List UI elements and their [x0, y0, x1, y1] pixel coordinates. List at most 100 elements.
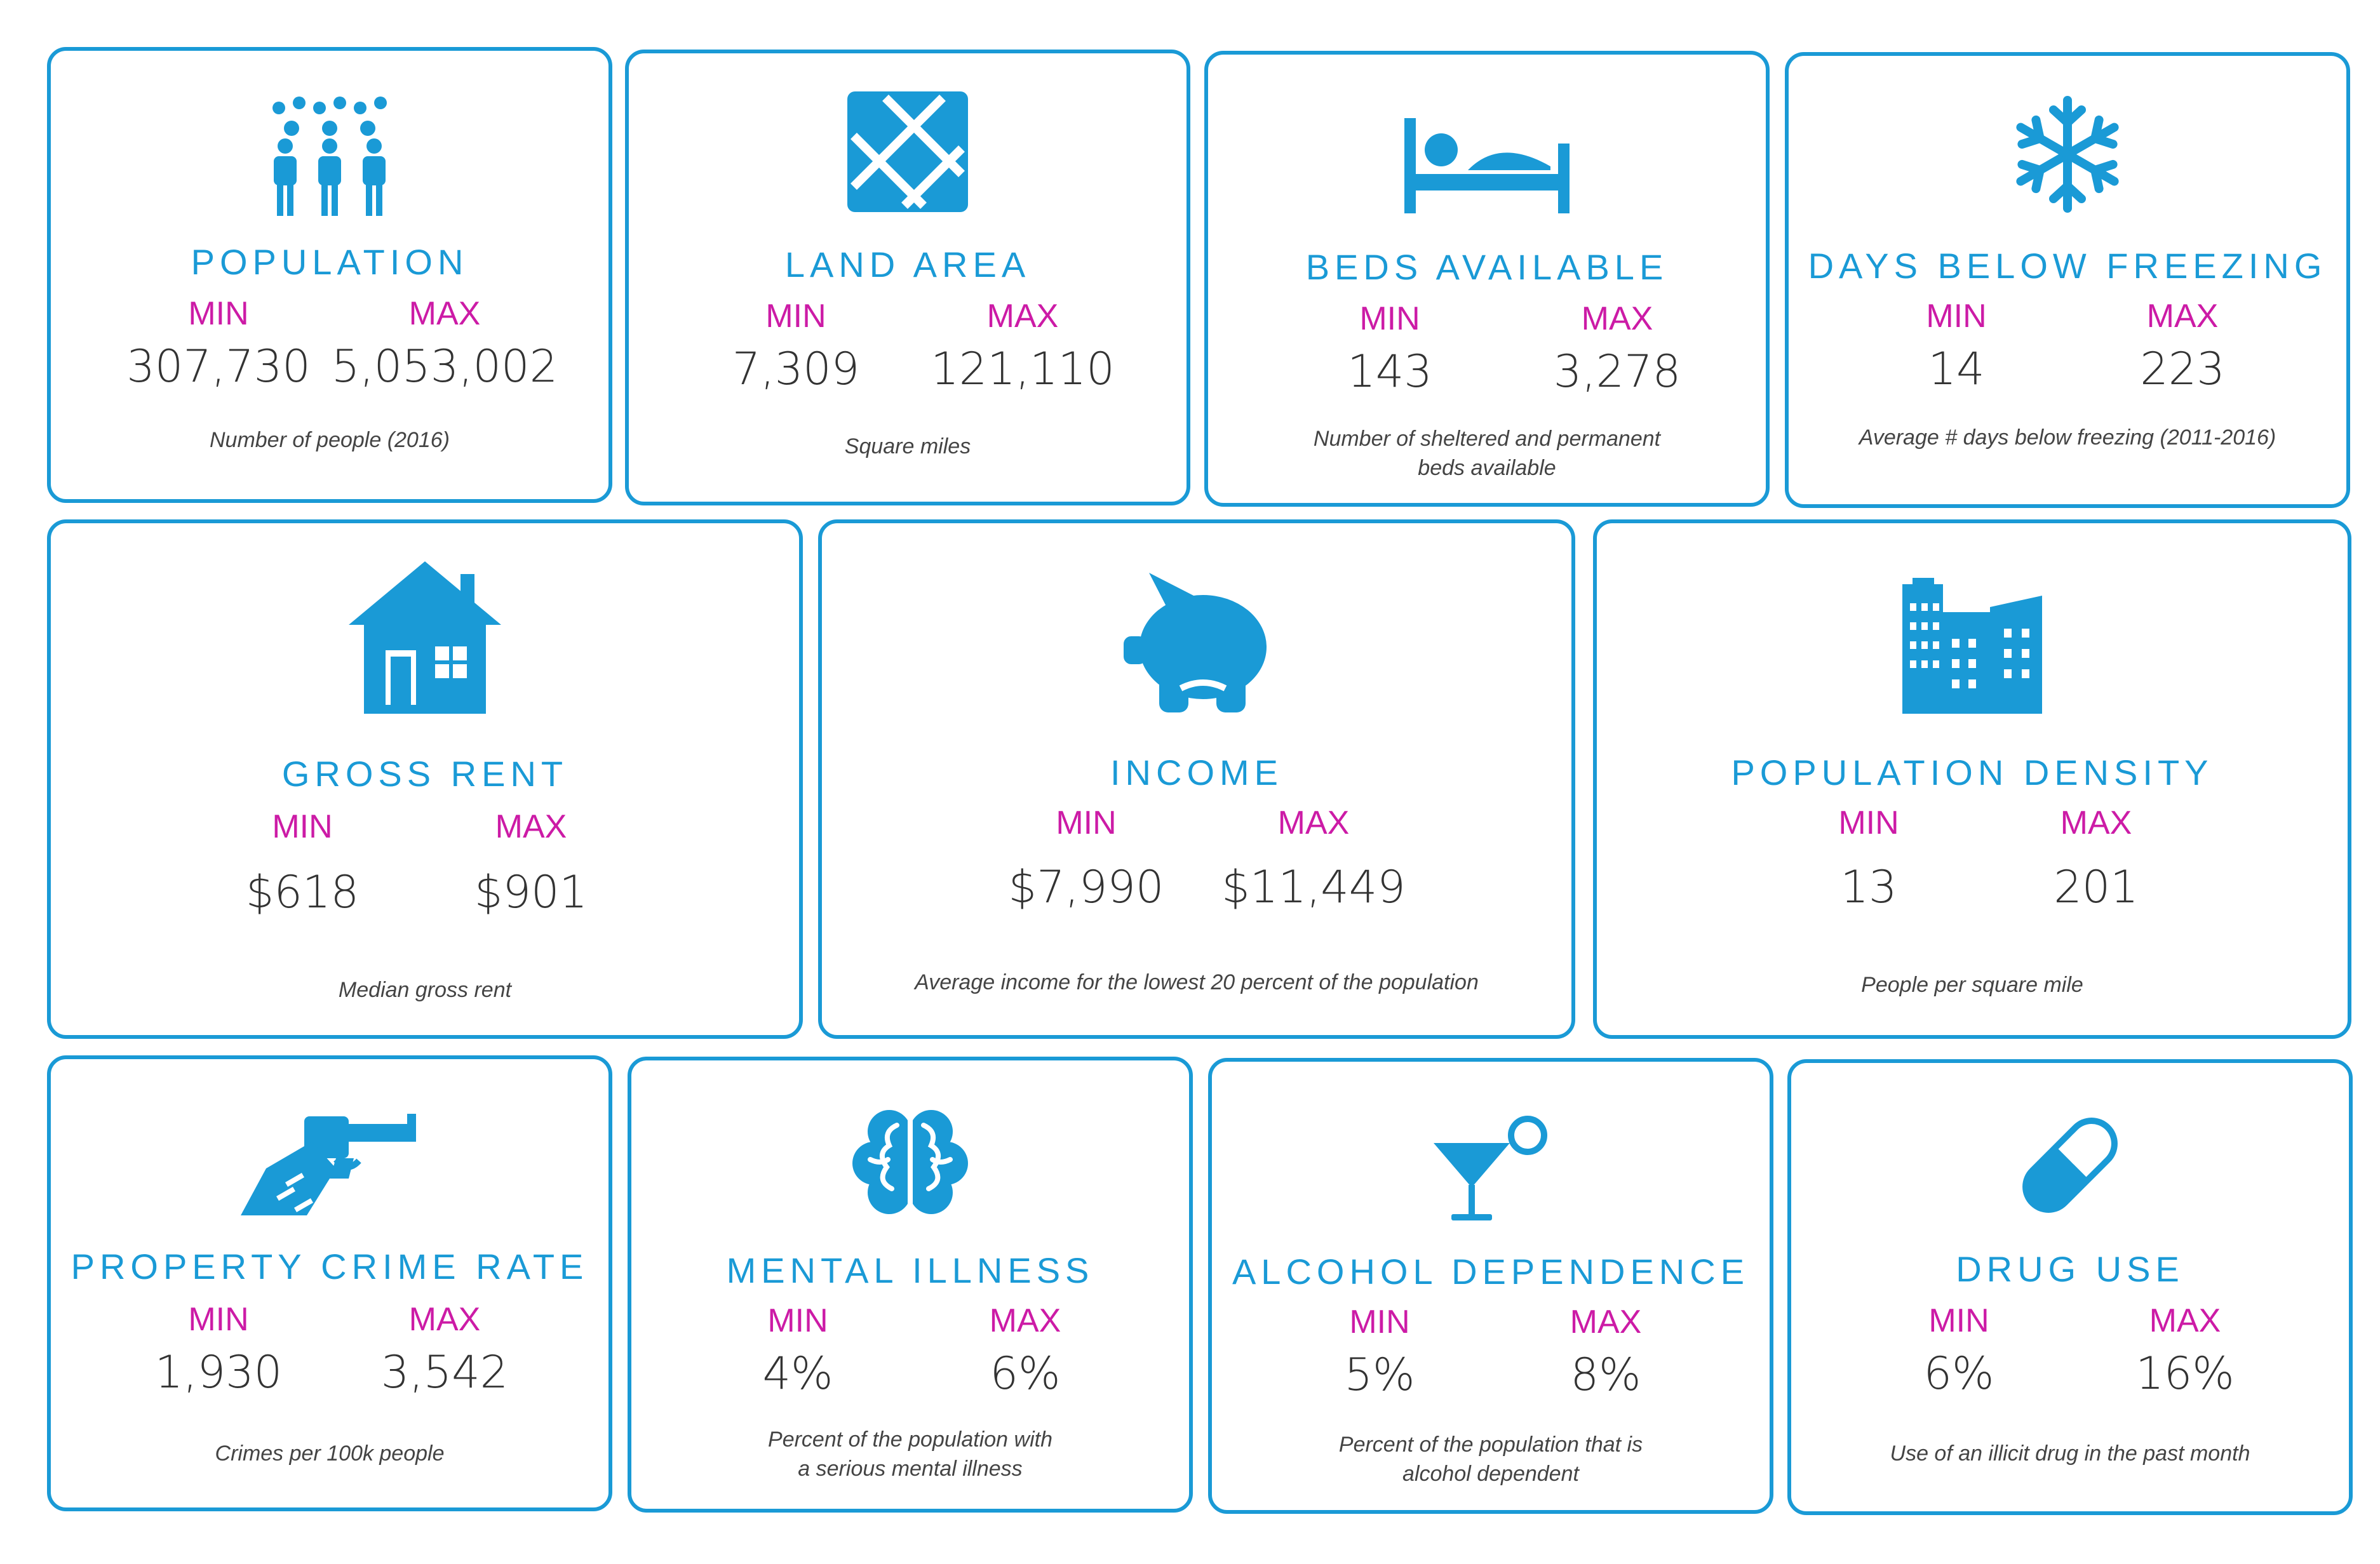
card-title: INCOME: [1110, 752, 1283, 792]
max-value: 8%: [1570, 1349, 1641, 1401]
min-label: MIN: [1926, 298, 1987, 335]
card-description: Number of sheltered and permanent beds a…: [1234, 424, 1740, 483]
piggy-bank-icon: [1124, 568, 1270, 714]
bed-icon: [1404, 118, 1570, 213]
description-line: a serious mental illness: [798, 1457, 1023, 1481]
stat-card-mental-illness: MENTAL ILLNESS MIN MAX 4% 6% Percent of …: [628, 1057, 1193, 1513]
card-description: Median gross rent: [76, 975, 774, 1005]
snowflake-icon: [2010, 94, 2125, 215]
stat-card-beds: BEDS AVAILABLE MIN MAX 143 3,278 Number …: [1204, 51, 1770, 507]
max-label: MAX: [1570, 1304, 1642, 1340]
min-value: $618: [245, 866, 360, 918]
max-label: MAX: [495, 808, 567, 845]
min-label: MIN: [272, 808, 333, 845]
max-value: 5,053,002: [331, 340, 558, 392]
card-title: POPULATION: [191, 242, 469, 282]
min-value: 14: [1928, 343, 1985, 395]
description-line: Use of an illicit drug in the past month: [1890, 1441, 2250, 1466]
stat-card-alcohol: ALCOHOL DEPENDENCE MIN MAX 5% 8% Percent…: [1208, 1058, 1773, 1514]
gun-icon: [241, 1107, 419, 1222]
description-line: Crimes per 100k people: [215, 1441, 445, 1466]
stat-card-income: INCOME MIN MAX $7,990 $11,449 Average in…: [818, 519, 1575, 1039]
description-line: Number of sheltered and permanent: [1313, 427, 1661, 451]
stat-card-gross-rent: GROSS RENT MIN MAX $618 $901 Median gros…: [47, 519, 803, 1039]
description-line: alcohol dependent: [1402, 1462, 1579, 1486]
card-title: LAND AREA: [784, 244, 1031, 284]
min-label: MIN: [1349, 1304, 1410, 1340]
card-title: POPULATION DENSITY: [1731, 752, 2214, 792]
people-icon: [266, 95, 393, 216]
min-value: $7,990: [1008, 861, 1164, 913]
min-value: 307,730: [126, 340, 311, 392]
min-label: MIN: [1359, 300, 1420, 337]
max-label: MAX: [408, 295, 481, 332]
min-label: MIN: [1928, 1302, 1989, 1339]
stat-card-freezing: DAYS BELOW FREEZING MIN MAX 14 223 Avera…: [1785, 52, 2350, 508]
buildings-icon: [1902, 578, 2042, 714]
stat-card-drug-use: DRUG USE MIN MAX 6% 16% Use of an illici…: [1787, 1059, 2353, 1515]
min-label: MIN: [188, 1301, 249, 1338]
min-value: 1,930: [154, 1346, 283, 1398]
house-icon: [349, 561, 501, 714]
min-value: 6%: [1923, 1347, 1994, 1400]
stat-card-land-area: LAND AREA MIN MAX 7,309 121,110 Square m…: [625, 50, 1190, 505]
card-title: ALCOHOL DEPENDENCE: [1232, 1252, 1750, 1292]
description-line: beds available: [1418, 456, 1556, 480]
max-value: $11,449: [1221, 861, 1406, 913]
max-value: 121,110: [931, 343, 1115, 395]
description-line: Average income for the lowest 20 percent…: [915, 970, 1479, 994]
max-label: MAX: [986, 298, 1059, 335]
max-value: 3,542: [380, 1346, 509, 1398]
min-label: MIN: [188, 295, 249, 332]
card-description: Number of people (2016): [76, 425, 583, 455]
min-label: MIN: [1838, 805, 1899, 841]
cocktail-icon: [1434, 1114, 1548, 1222]
stat-card-population-density: POPULATION DENSITY MIN MAX 13 201 People…: [1593, 519, 2351, 1039]
description-line: Percent of the population with: [768, 1427, 1052, 1452]
min-value: 13: [1840, 861, 1897, 913]
card-description: Percent of the population with a serious…: [657, 1425, 1164, 1483]
min-value: 7,309: [732, 343, 860, 395]
description-line: Average # days below freezing (2011-2016…: [1859, 425, 2276, 450]
max-value: 3,278: [1553, 345, 1681, 398]
card-title: GROSS RENT: [281, 754, 568, 794]
description-line: Number of people (2016): [209, 428, 450, 452]
max-label: MAX: [408, 1301, 481, 1338]
stat-card-property-crime: PROPERTY CRIME RATE MIN MAX 1,930 3,542 …: [47, 1055, 612, 1511]
description-line: Median gross rent: [338, 978, 512, 1002]
card-title: BEDS AVAILABLE: [1305, 247, 1669, 287]
max-value: 201: [2054, 861, 2139, 913]
card-title: DRUG USE: [1956, 1249, 2184, 1289]
card-description: Percent of the population that is alcoho…: [1237, 1430, 1744, 1488]
min-label: MIN: [1056, 805, 1117, 841]
min-label: MIN: [765, 298, 826, 335]
max-value: 6%: [990, 1347, 1061, 1400]
max-label: MAX: [989, 1302, 1061, 1339]
description-line: Percent of the population that is: [1338, 1433, 1643, 1457]
max-value: 223: [2140, 343, 2225, 395]
max-label: MAX: [1581, 300, 1653, 337]
card-description: Average income for the lowest 20 percent…: [847, 968, 1546, 997]
card-description: Crimes per 100k people: [76, 1439, 583, 1468]
brain-icon: [851, 1106, 969, 1220]
pill-icon: [2010, 1105, 2130, 1226]
min-value: 4%: [762, 1347, 833, 1400]
min-value: 143: [1347, 345, 1432, 398]
max-label: MAX: [2149, 1302, 2221, 1339]
max-value: $901: [474, 866, 588, 918]
description-line: People per square mile: [1861, 973, 2083, 997]
card-description: People per square mile: [1622, 970, 2322, 999]
description-line: Square miles: [844, 434, 971, 458]
card-description: Average # days below freezing (2011-2016…: [1814, 423, 2321, 452]
card-title: MENTAL ILLNESS: [726, 1250, 1094, 1290]
stat-card-population: POPULATION MIN MAX 307,730 5,053,002 Num…: [47, 47, 612, 503]
map-icon: [847, 91, 968, 212]
card-title: PROPERTY CRIME RATE: [71, 1247, 589, 1287]
max-label: MAX: [2060, 805, 2132, 841]
min-value: 5%: [1344, 1349, 1415, 1401]
max-value: 16%: [2135, 1347, 2235, 1400]
max-label: MAX: [2146, 298, 2219, 335]
min-label: MIN: [767, 1302, 828, 1339]
card-title: DAYS BELOW FREEZING: [1808, 246, 2327, 286]
max-label: MAX: [1277, 805, 1350, 841]
